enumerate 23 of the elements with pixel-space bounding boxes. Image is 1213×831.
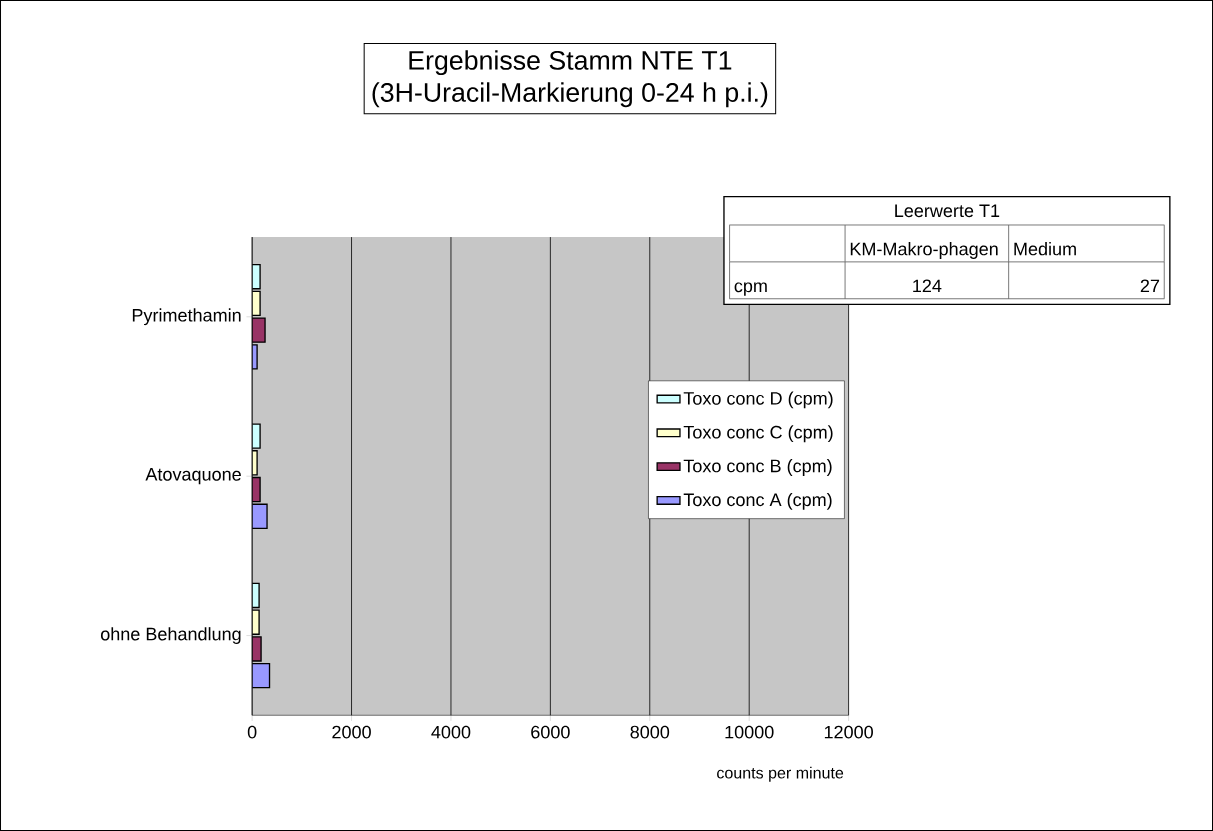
legend-label: Toxo conc B (cpm) xyxy=(683,459,832,476)
y-tick-label: Atovaquone xyxy=(145,468,241,485)
x-axis-title: counts per minute xyxy=(717,766,844,782)
annotation: cpm xyxy=(734,282,767,296)
x-tick-label: 4000 xyxy=(431,725,471,739)
text: Leerwerte T1 xyxy=(895,204,1000,218)
x-tick-label: 6000 xyxy=(531,725,570,739)
chart-title: Ergebnisse Stamm NTE T1 xyxy=(409,50,732,76)
text: 124 xyxy=(913,279,942,293)
text: 27 xyxy=(1140,279,1160,293)
x-tick-label: 0 xyxy=(247,725,257,739)
text: KM-Makro-phagen xyxy=(850,242,998,259)
text: Medium xyxy=(1014,242,1076,256)
y-tick-label: Pyrimethamin xyxy=(132,308,241,326)
y-tick-label: ohne Behandlung xyxy=(100,627,241,644)
chart-subtitle: (3H-Uracil-Markierung 0-24 h p.i.) xyxy=(372,82,768,108)
legend-label: Toxo conc D (cpm) xyxy=(683,391,833,409)
legend-label: Toxo conc A (cpm) xyxy=(683,492,832,510)
x-tick-label: 8000 xyxy=(630,725,670,739)
x-tick-label: 2000 xyxy=(332,725,371,739)
x-tick-label: 12000 xyxy=(824,725,873,739)
x-tick-label: 10000 xyxy=(725,725,774,739)
legend-label: Toxo conc C (cpm) xyxy=(683,425,833,443)
